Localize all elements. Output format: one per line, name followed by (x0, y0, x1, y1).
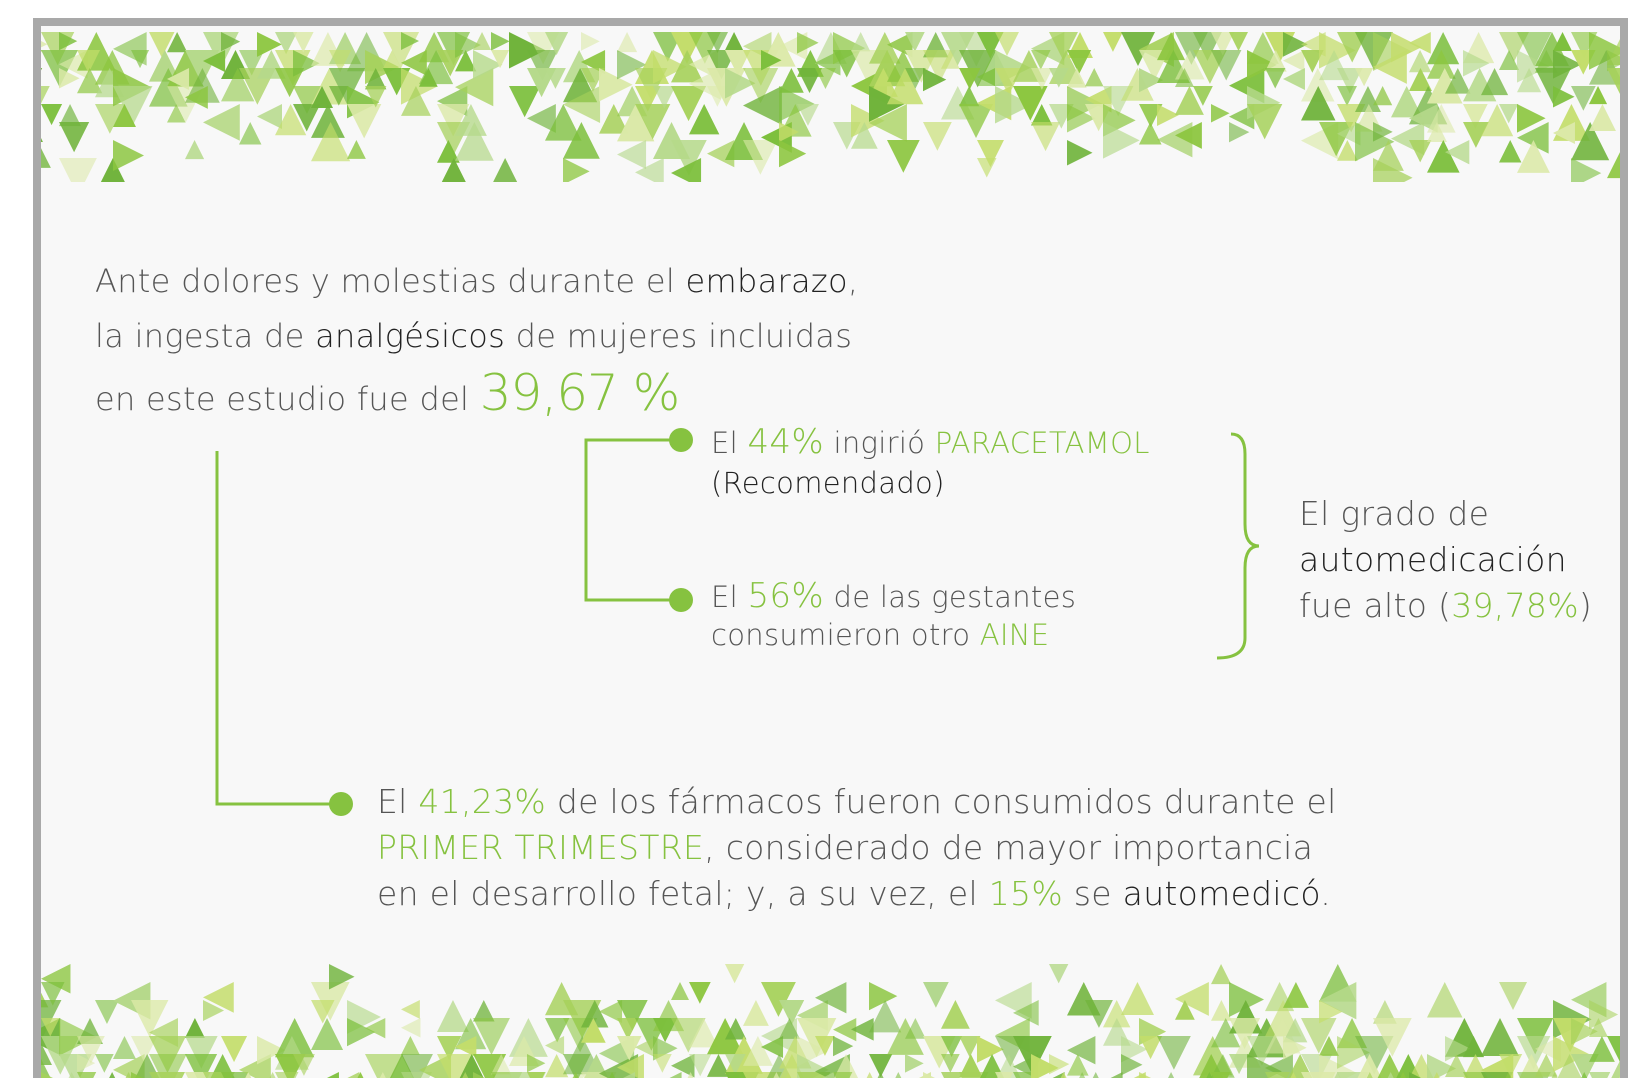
highlight: 44% (748, 422, 824, 462)
text: El (377, 782, 418, 821)
highlight: 56% (748, 576, 824, 616)
highlight: 41,23% (418, 782, 546, 821)
highlight: 39,78% (1451, 586, 1579, 625)
text: , (848, 262, 858, 300)
dot (669, 588, 693, 612)
text: la ingesta de (95, 317, 315, 355)
text: El (711, 580, 748, 614)
branch-line: consumieron otro AINE (711, 618, 1049, 652)
text: automedicó (1123, 874, 1321, 913)
text: de los fármacos fueron consumidos durant… (546, 782, 1337, 821)
text: , considerado de mayor importancia (704, 828, 1313, 867)
conclusion-line: El grado de (1299, 494, 1489, 533)
branch-line: El 44% ingirió PARACETAMOL (711, 422, 1150, 462)
branch-line: El 56% de las gestantes (711, 576, 1076, 616)
highlight: 15% (989, 874, 1063, 913)
intro-line: la ingesta de analgésicos de mujeres inc… (95, 317, 852, 355)
text: de mujeres incluidas (505, 317, 852, 355)
text: El (711, 426, 748, 460)
conclusion-line: fue alto (39,78%) (1299, 586, 1592, 625)
text: ingirió (824, 426, 935, 460)
text: fue alto ( (1299, 586, 1451, 625)
text: de las gestantes (824, 580, 1076, 614)
branch-line: (Recomendado) (711, 466, 945, 500)
text: consumieron otro (711, 618, 980, 652)
highlight: PARACETAMOL (935, 426, 1150, 460)
text: se (1063, 874, 1123, 913)
text: (Recomendado) (711, 466, 945, 500)
connector (586, 440, 681, 600)
text: analgésicos (315, 317, 505, 355)
dot (669, 428, 693, 452)
dot (329, 792, 353, 816)
conclusion-line: automedicación (1299, 540, 1567, 579)
footnote-line: PRIMER TRIMESTRE, considerado de mayor i… (377, 828, 1313, 867)
highlight: AINE (980, 618, 1050, 652)
text: . (1320, 874, 1331, 913)
text: automedicación (1299, 540, 1567, 579)
intro-line: en este estudio fue del 39,67 % (95, 364, 679, 422)
text: en este estudio fue del (95, 380, 480, 418)
connector (217, 451, 341, 804)
footnote-line: El 41,23% de los fármacos fueron consumi… (377, 782, 1337, 821)
footnote-line: en el desarrollo fetal; y, a su vez, el … (377, 874, 1331, 913)
brace (1217, 434, 1259, 658)
text: Ante dolores y molestias durante el (95, 262, 686, 300)
page: {"intro":{"lines":[["Ante dolores y mole… (0, 0, 1650, 1078)
highlight: 39,67 % (480, 364, 680, 422)
intro-line: Ante dolores y molestias durante el emba… (95, 262, 858, 300)
text: El grado de (1299, 494, 1489, 533)
frame: Ante dolores y molestias durante el emba… (33, 18, 1628, 1078)
highlight: PRIMER TRIMESTRE (377, 828, 704, 867)
text: ) (1579, 586, 1592, 625)
text: embarazo (686, 262, 848, 300)
text: en el desarrollo fetal; y, a su vez, el (377, 874, 989, 913)
